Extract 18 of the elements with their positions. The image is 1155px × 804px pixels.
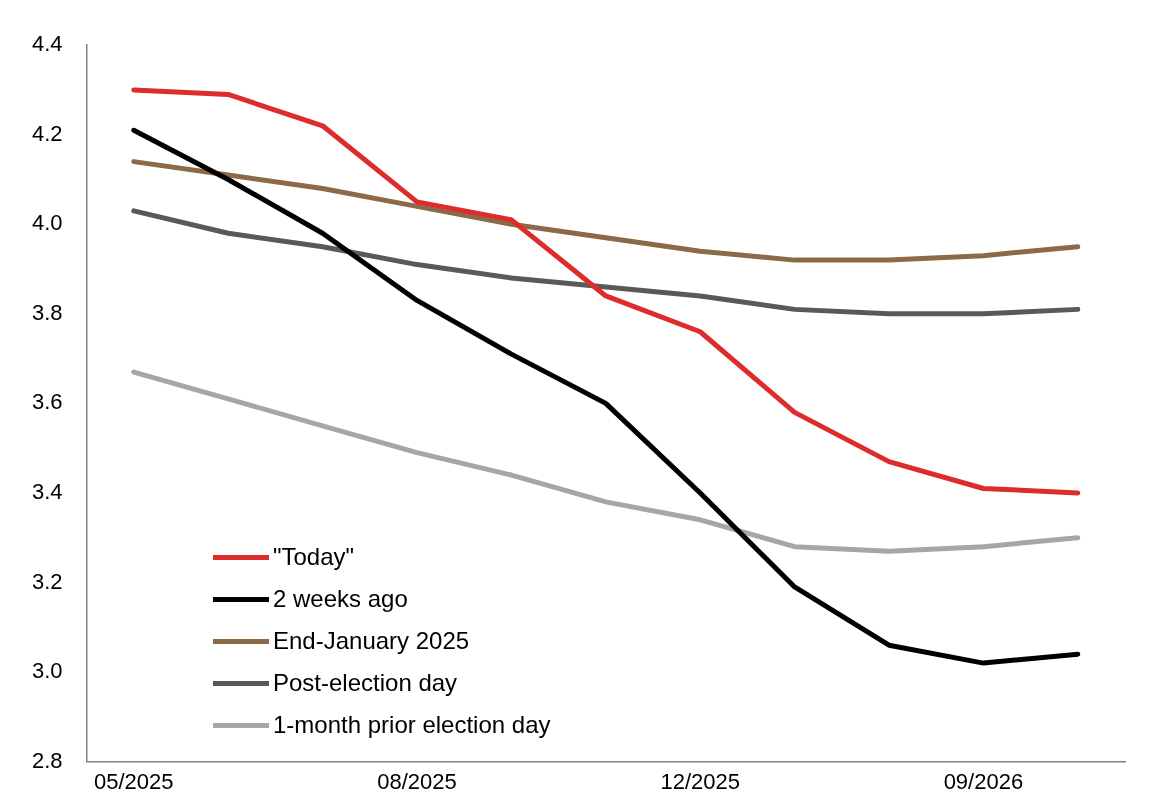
- y-tick-label: 3.2: [31, 568, 63, 594]
- y-tick-label: 4.2: [31, 120, 63, 146]
- x-tick-label: 08/2025: [377, 768, 457, 794]
- y-tick-label: 3.6: [31, 389, 63, 415]
- y-tick-label: 2.8: [31, 747, 63, 773]
- y-tick-label: 3.8: [31, 299, 63, 325]
- x-tick-label: 12/2025: [660, 768, 740, 794]
- y-tick-label: 4.4: [31, 31, 63, 57]
- legend-label: "Today": [273, 542, 355, 572]
- legend-label: 1-month prior election day: [273, 710, 551, 740]
- x-tick-label: 05/2025: [94, 768, 174, 794]
- legend-label: End-January 2025: [273, 626, 470, 656]
- legend-label: Post-election day: [273, 668, 458, 698]
- legend-label: 2 weeks ago: [273, 584, 408, 614]
- y-tick-label: 3.4: [31, 479, 63, 505]
- y-tick-label: 4.0: [31, 210, 63, 236]
- x-tick-label: 09/2026: [943, 768, 1024, 794]
- y-tick-label: 3.0: [31, 658, 63, 684]
